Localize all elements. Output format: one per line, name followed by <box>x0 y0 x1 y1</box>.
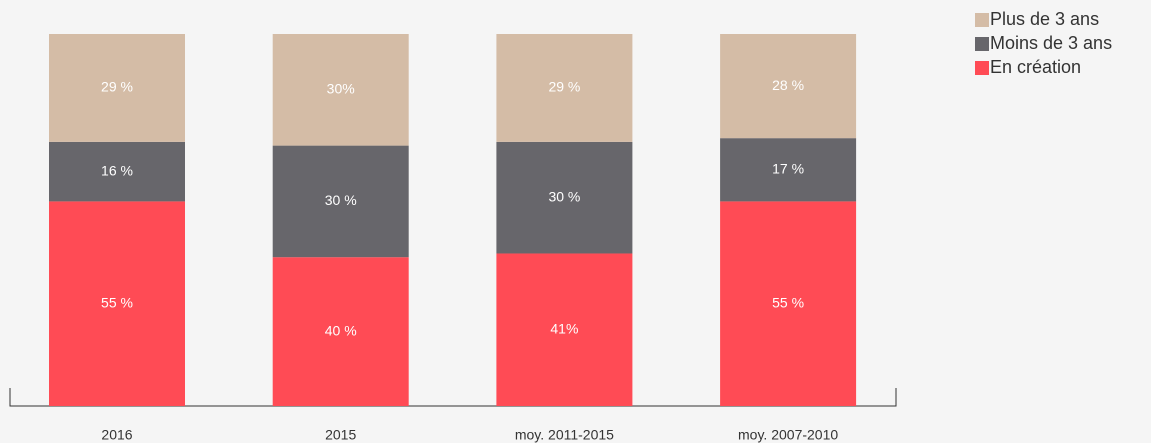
value-label: 40 % <box>325 322 357 338</box>
axis-line <box>9 388 897 407</box>
x-tick-label: moy. 2007-2010 <box>738 427 838 443</box>
bar-segment <box>496 34 633 142</box>
bar-segment <box>272 34 409 146</box>
value-label: 30 % <box>325 192 357 208</box>
value-label: 28 % <box>772 77 804 93</box>
legend-swatch <box>975 61 989 75</box>
value-label: 30% <box>327 81 355 97</box>
value-label: 17 % <box>772 160 804 176</box>
bar-segment <box>49 34 185 142</box>
bar-segment <box>496 141 633 254</box>
bar-segment <box>272 257 409 406</box>
legend-swatch <box>975 37 989 51</box>
value-label: 16 % <box>101 162 133 178</box>
legend-label: Plus de 3 ans <box>990 9 1099 29</box>
value-label: 41% <box>550 320 578 336</box>
value-label: 55 % <box>772 294 804 310</box>
bar-segment <box>49 201 185 406</box>
bar-segment <box>272 145 409 258</box>
bar-segment <box>49 141 185 202</box>
bar-segment <box>720 34 857 139</box>
x-tick-label: 2016 <box>101 427 132 443</box>
legend-label: En création <box>990 57 1081 77</box>
value-label: 29 % <box>548 79 580 95</box>
bar-segment <box>720 201 857 406</box>
bar-segment <box>720 138 857 202</box>
value-label: 29 % <box>101 79 133 95</box>
bar-segment <box>496 253 633 406</box>
legend-swatch <box>975 13 989 27</box>
legend-label: Moins de 3 ans <box>990 33 1112 53</box>
x-tick-label: 2015 <box>325 427 356 443</box>
x-tick-label: moy. 2011-2015 <box>515 427 614 443</box>
value-label: 55 % <box>101 294 133 310</box>
value-label: 30 % <box>548 188 580 204</box>
